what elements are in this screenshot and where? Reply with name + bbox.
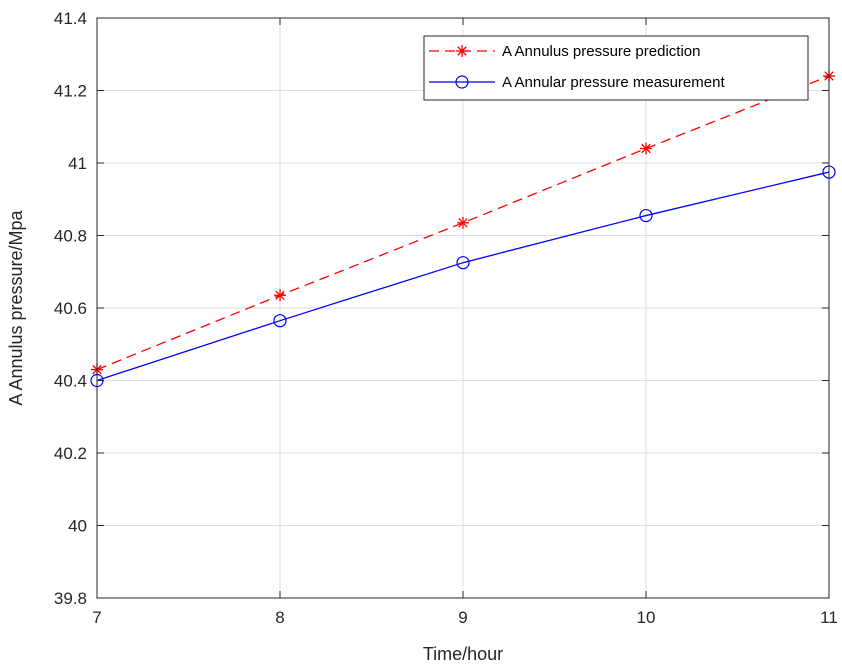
y-tick-label: 40.8 [54, 227, 87, 246]
y-tick-label: 39.8 [54, 589, 87, 608]
asterisk-stroke [275, 290, 285, 301]
y-axis-label: A Annulus pressure/Mpa [6, 209, 26, 405]
tick-labels: 7 8 9 10 11 39.8 40 40.2 40.4 40.6 40.8 41 41.2 41.4 [54, 9, 838, 627]
x-tick-label: 9 [458, 608, 467, 627]
y-tick-label: 40.6 [54, 299, 87, 318]
point-marker-asterisk [640, 142, 652, 155]
x-tick-label: 8 [275, 608, 284, 627]
series-line [96, 171, 830, 382]
y-tick-label: 40 [68, 517, 87, 536]
x-tick-label: 7 [92, 608, 101, 627]
y-tick-label: 40.2 [54, 444, 87, 463]
point-marker-circle [273, 314, 287, 328]
point-marker-asterisk [457, 216, 469, 229]
legend-items: A Annulus pressure prediction A Annular p… [429, 43, 725, 91]
asterisk-stroke [641, 143, 651, 154]
point-marker-circle [639, 208, 653, 223]
y-tick-label: 41.4 [54, 9, 87, 28]
asterisk-stroke [457, 46, 467, 56]
x-axis-label: Time/hour [423, 644, 503, 664]
legend-label: A Annular pressure measurement [502, 74, 725, 91]
axis-ticks [96, 17, 830, 599]
y-tick-label: 41 [68, 154, 87, 173]
point-marker-circle [456, 256, 470, 270]
legend: A Annulus pressure prediction A Annular p… [423, 35, 809, 101]
point-marker-circle [455, 75, 469, 89]
y-tick-label: 40.4 [54, 372, 87, 391]
x-tick-label: 10 [637, 608, 656, 627]
legend-label: A Annulus pressure prediction [502, 43, 700, 60]
y-tick-label: 41.2 [54, 82, 87, 101]
point-marker-asterisk [274, 289, 286, 302]
point-marker-asterisk [456, 45, 468, 57]
x-tick-label: 11 [820, 608, 838, 627]
legend-box [423, 35, 809, 101]
asterisk-stroke [458, 218, 468, 228]
series-line [96, 75, 830, 371]
legend-item: A Annular pressure measurement [429, 74, 725, 91]
legend-item: A Annulus pressure prediction [429, 43, 700, 60]
series-1 [91, 70, 835, 376]
